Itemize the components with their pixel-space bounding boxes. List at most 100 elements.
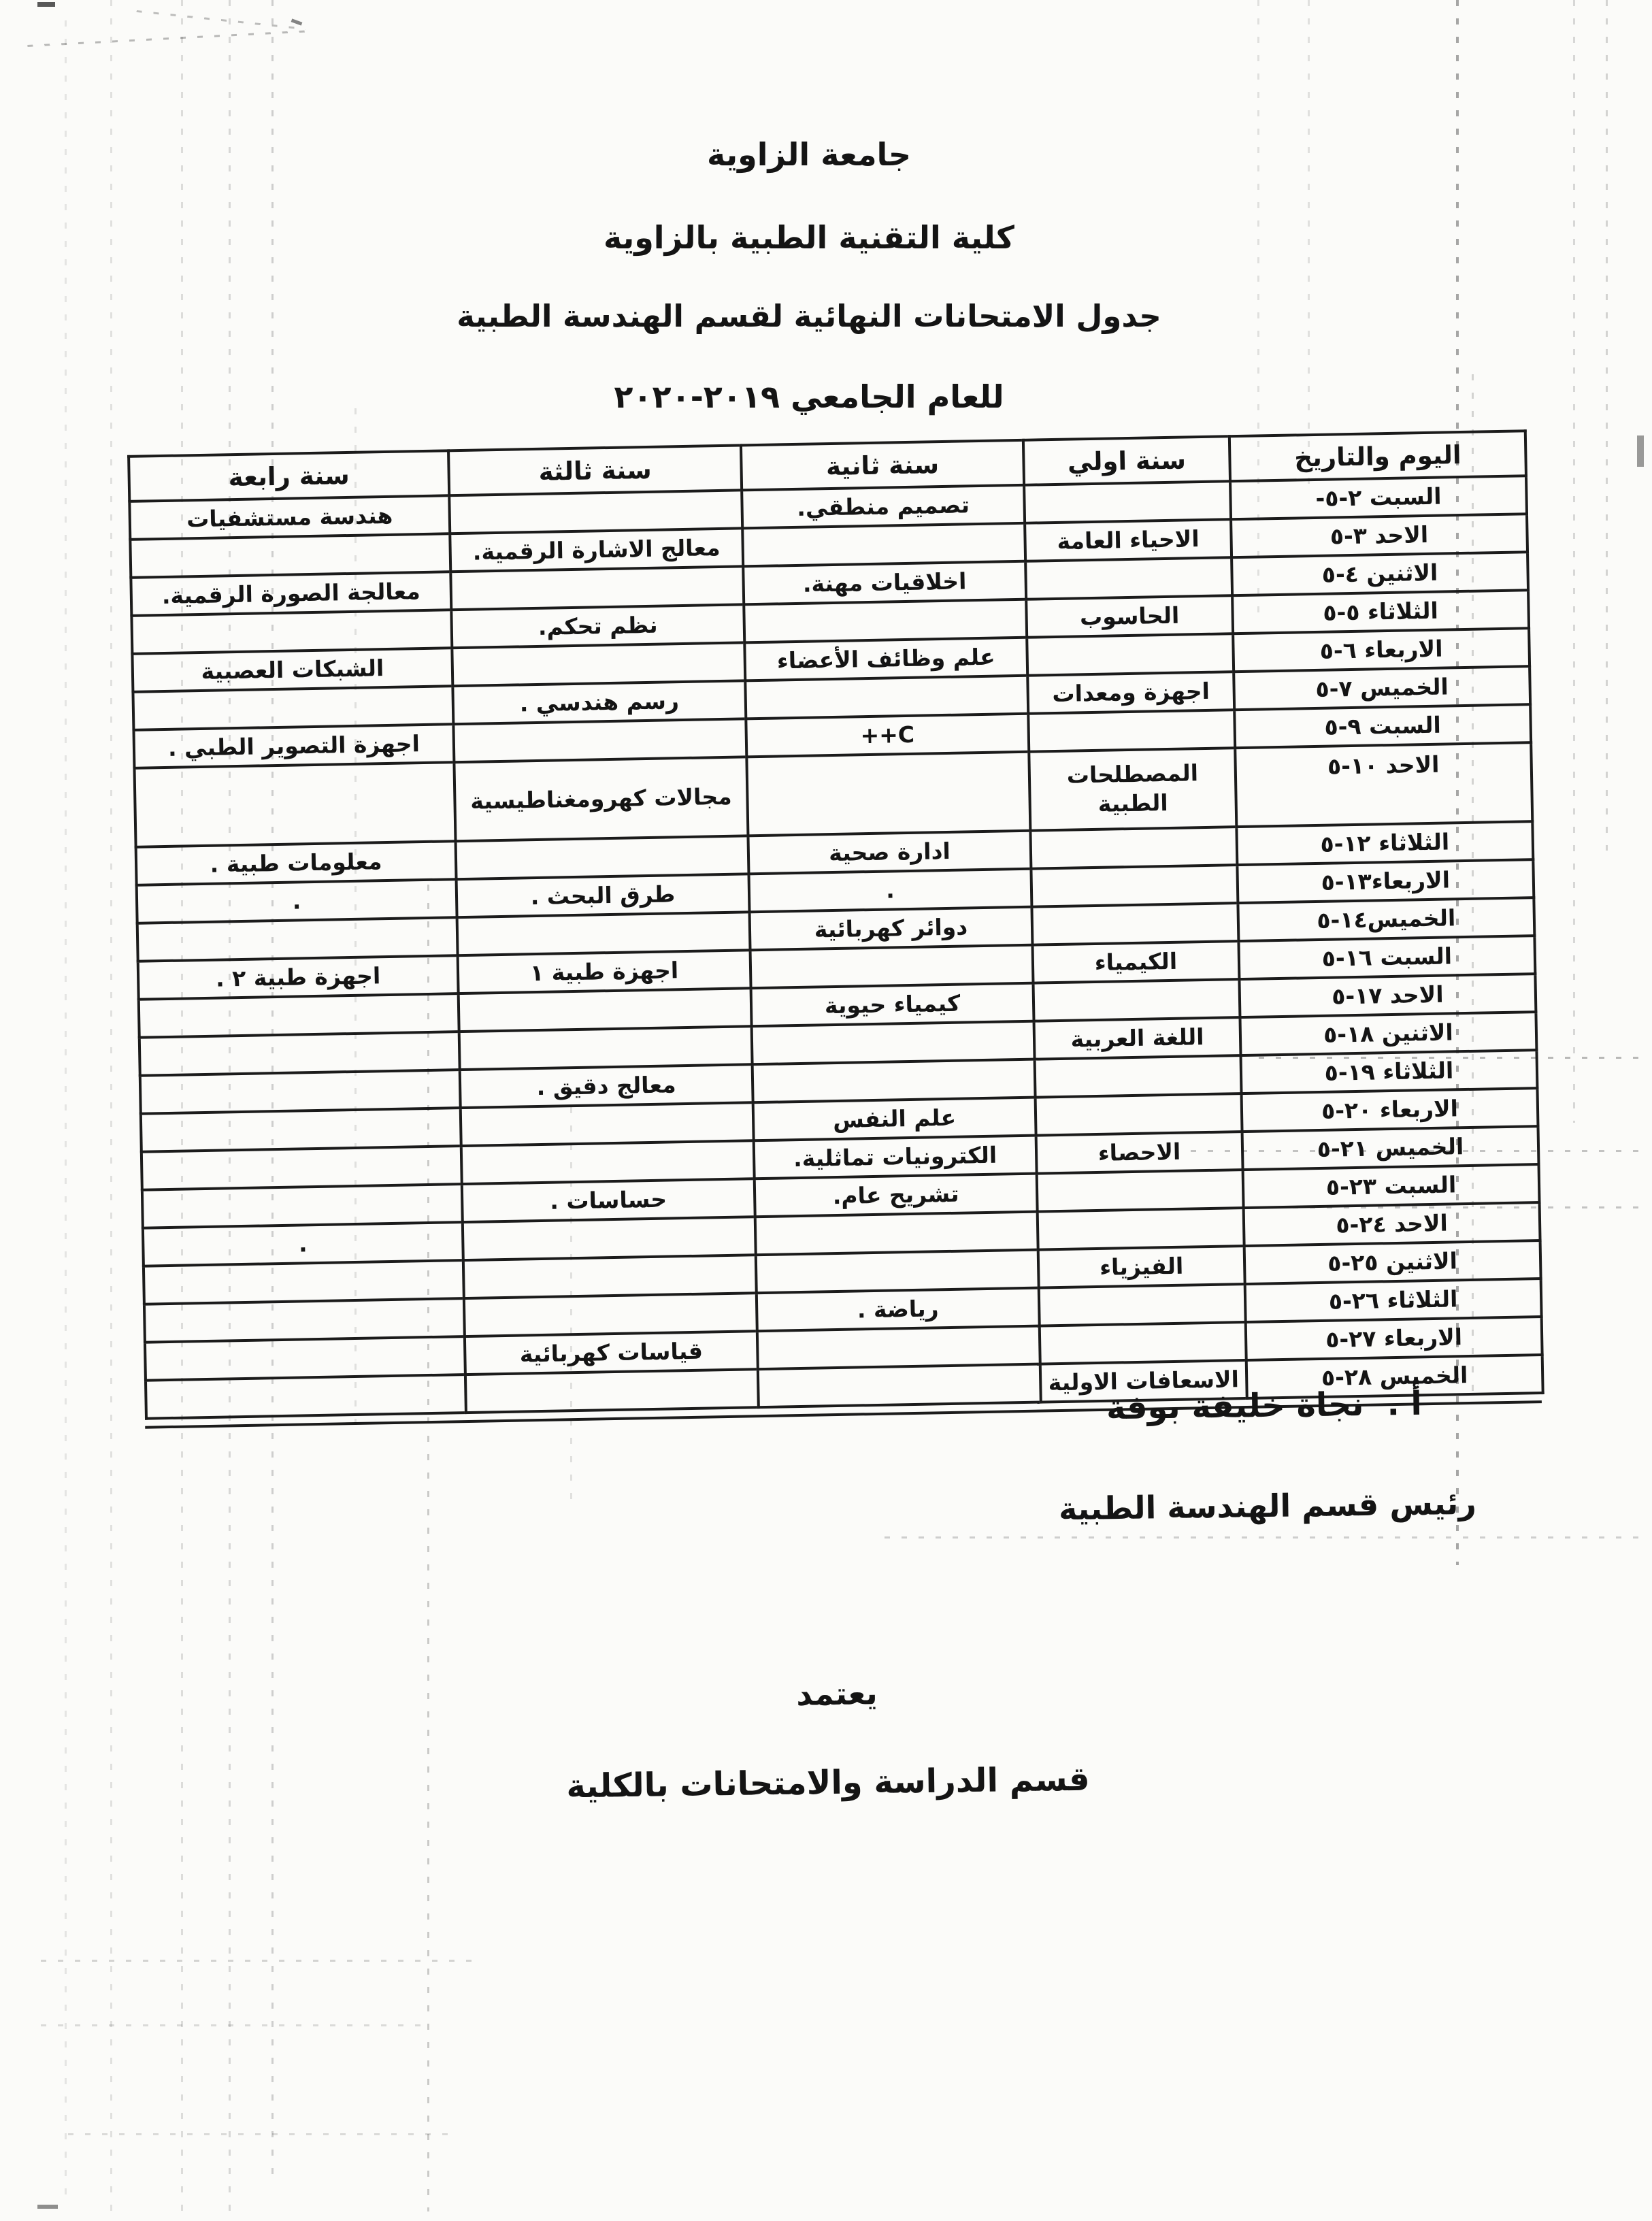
cell-date: السبت ٢٣-٥ — [1242, 1164, 1540, 1208]
cell-year3 — [465, 1369, 759, 1413]
header-year3: سنة ثالثة — [448, 445, 742, 496]
cell-text: السبت ٩-٥ — [1324, 711, 1442, 740]
cell-text: الاربعاء ٢٠-٥ — [1321, 1095, 1459, 1125]
cell-year4: معالجة الصورة الرقمية. — [131, 572, 452, 616]
cell-year4 — [133, 686, 454, 730]
signature-line: أ . نجاة خليفة بوفة — [1106, 1385, 1423, 1427]
cell-text: كيمياء حيوية — [824, 989, 961, 1019]
cell-year3 — [457, 912, 750, 956]
cell-year1 — [1031, 903, 1239, 945]
exam-schedule-table: اليوم والتاريخ سنة اولي سنة ثانية سنة ثا… — [127, 429, 1544, 1419]
cell-year4 — [131, 610, 452, 654]
cell-year2: C++ — [746, 713, 1029, 757]
scan-artifact — [1606, 0, 1608, 851]
scan-artifact — [1637, 435, 1644, 467]
cell-year2 — [752, 1059, 1036, 1103]
signature-name: نجاة خليفة بوفة — [1106, 1385, 1364, 1428]
exam-table-body: السبت ٢-٥- تصميم منطقي. هندسة مستشفيات الاح… — [129, 476, 1543, 1419]
scan-artifact — [65, 20, 67, 2198]
cell-year3 — [459, 1026, 753, 1070]
cell-year3: نظم تحكم. — [451, 604, 745, 648]
cell-year2: علم وظائف الأعضاء — [744, 637, 1028, 681]
cell-text: السبت ٢-٥- — [1315, 482, 1442, 512]
cell-year3 — [458, 988, 752, 1032]
university-title: جامعة الزاوية — [707, 136, 911, 173]
cell-year4: الشبكات العصبية — [132, 648, 453, 692]
cell-date: الاحد ٣-٥ — [1231, 514, 1528, 558]
cell-year3: معالج دقيق . — [459, 1064, 753, 1108]
cell-text: السبت ٢٣-٥ — [1325, 1171, 1457, 1201]
cell-text: هندسة مستشفيات — [186, 501, 393, 533]
signature-role: رئيس قسم الهندسة الطبية — [1058, 1484, 1477, 1528]
header-day-date: اليوم والتاريخ — [1229, 431, 1526, 482]
cell-text: رسم هندسي . — [519, 687, 680, 717]
cell-date: السبت ٢-٥- — [1230, 476, 1527, 520]
cell-text: اجهزة طبية ١ — [529, 957, 679, 987]
cell-text: اخلاقيات مهنة. — [802, 567, 967, 597]
cell-year1 — [1028, 710, 1236, 752]
header-year4: سنة رابعة — [129, 450, 450, 501]
scan-artifact — [37, 2, 55, 7]
scan-artifact — [136, 10, 306, 31]
cell-year3 — [450, 566, 744, 610]
header-year2: سنة ثانية — [740, 440, 1025, 491]
cell-year2 — [744, 599, 1027, 643]
cell-year3 — [462, 1217, 756, 1261]
cell-year2: دوائر كهربائية — [749, 906, 1033, 951]
cell-year1: اجهزة ومعدات — [1027, 672, 1235, 714]
cell-year4 — [138, 993, 459, 1038]
cell-text: المصطلحات الطبية — [1066, 759, 1199, 817]
cell-text: معالجة الصورة الرقمية. — [161, 578, 421, 610]
cell-text: C++ — [860, 721, 915, 749]
cell-text: علم النفس — [832, 1104, 957, 1134]
cell-text: الثلاثاء ١٩-٥ — [1324, 1057, 1454, 1087]
cell-year1 — [1033, 979, 1240, 1021]
cell-date: الاحد ١٠-٥ — [1235, 742, 1533, 827]
cell-text: الاثنين ٤-٥ — [1321, 559, 1438, 588]
cell-text: ادارة صحية — [828, 838, 951, 867]
cell-year3 — [460, 1102, 754, 1147]
scan-artifact — [291, 18, 303, 26]
signature-prefix: أ . — [1387, 1384, 1423, 1424]
cell-text: الخميس١٤-٥ — [1317, 904, 1456, 934]
cell-year1: الكيمياء — [1032, 941, 1240, 983]
cell-year1 — [1034, 1055, 1242, 1098]
cell-text: الاحد ٢٤-٥ — [1336, 1209, 1449, 1238]
cell-date: الثلاثاء ٥-٥ — [1232, 590, 1530, 634]
cell-text: الاثنين ١٨-٥ — [1323, 1019, 1454, 1049]
cell-text: الثلاثاء ١٢-٥ — [1320, 828, 1450, 858]
scan-artifact — [885, 1536, 1647, 1539]
cell-date: الاحد ١٧-٥ — [1239, 974, 1536, 1018]
cell-year1 — [1024, 481, 1232, 523]
cell-year2: ادارة صحية — [748, 830, 1031, 874]
cell-year3: طرق البحث . — [456, 874, 750, 918]
exam-table-wrapper: اليوم والتاريخ سنة اولي سنة ثانية سنة ثا… — [127, 429, 1544, 1429]
cell-text: معالج الاشارة الرقمية. — [472, 534, 721, 565]
cell-year4: هندسة مستشفيات — [129, 495, 450, 540]
scan-artifact — [27, 30, 313, 47]
cell-year3: حساسات . — [461, 1179, 755, 1223]
cell-year4 — [134, 762, 456, 847]
cell-year2: تصميم منطقي. — [742, 484, 1025, 529]
cell-year1: الفيزياء — [1038, 1246, 1245, 1288]
cell-year3: قياسات كهربائية — [464, 1331, 758, 1375]
cell-year2 — [746, 751, 1031, 836]
cell-year4: . — [136, 879, 457, 923]
cell-text: الاحصاء — [1097, 1138, 1181, 1167]
cell-year1 — [1037, 1208, 1244, 1250]
cell-text: السبت ١٦-٥ — [1321, 942, 1453, 972]
cell-text: الاربعاء١٣-٥ — [1321, 866, 1451, 896]
cell-text: معالج دقيق . — [536, 1071, 676, 1101]
cell-text: علم وظائف الأعضاء — [776, 643, 995, 674]
cell-text: اللغة العربية — [1070, 1023, 1204, 1053]
cell-text: طرق البحث . — [530, 881, 676, 910]
cell-year4 — [142, 1184, 463, 1228]
cell-year2 — [757, 1326, 1040, 1370]
cell-year4 — [145, 1375, 466, 1419]
cell-year2: كيمياء حيوية — [750, 983, 1034, 1027]
cell-text: الخميس ٢١-٥ — [1317, 1133, 1464, 1163]
scan-artifact — [41, 2024, 422, 2026]
cell-text: الاربعاء ٢٧-٥ — [1325, 1323, 1463, 1353]
cell-year1: الاحصاء — [1036, 1132, 1243, 1174]
